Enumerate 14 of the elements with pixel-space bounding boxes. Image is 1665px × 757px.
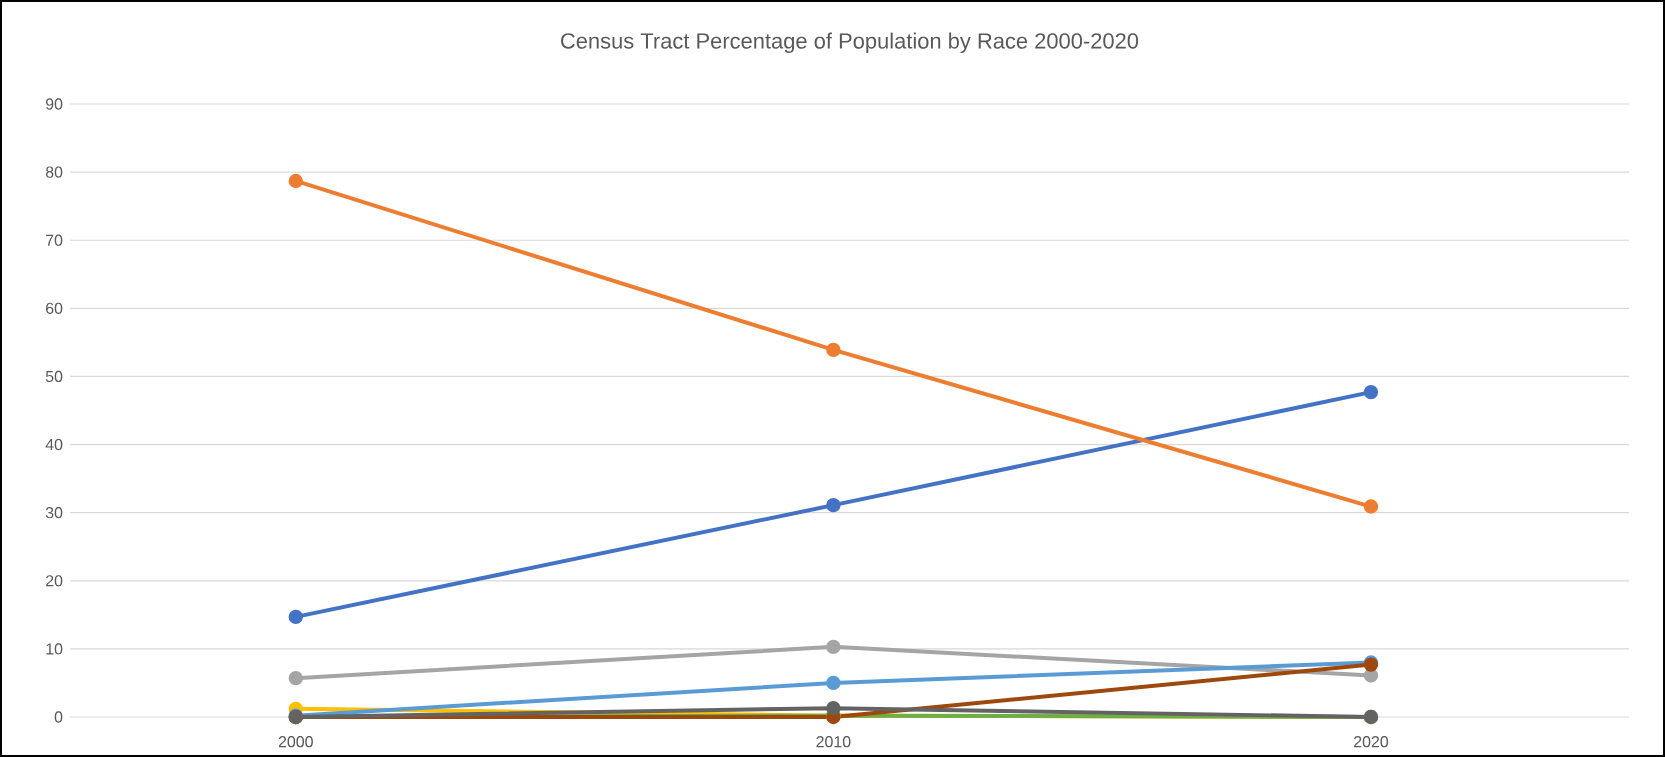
y-tick-label: 80 xyxy=(45,166,63,178)
y-tick-label: 20 xyxy=(46,575,63,587)
x-tick-label: 2020 xyxy=(1354,736,1389,748)
y-tick-label: 30 xyxy=(45,507,63,519)
x-tick-label: 2000 xyxy=(278,736,313,748)
y-tick-label: 90 xyxy=(45,98,63,110)
y-tick-label: 40 xyxy=(45,438,63,451)
y-tick-label: 10 xyxy=(46,643,63,655)
y-tick-label: 70 xyxy=(46,234,63,246)
chart-title: Census Tract Percentage of Population by Race 2000-2020 xyxy=(561,32,1139,53)
y-tick-label: 0 xyxy=(54,711,63,723)
y-tick-label: 50 xyxy=(45,370,63,383)
x-tick-label: 2010 xyxy=(816,736,851,748)
y-tick-label: 60 xyxy=(46,302,63,314)
